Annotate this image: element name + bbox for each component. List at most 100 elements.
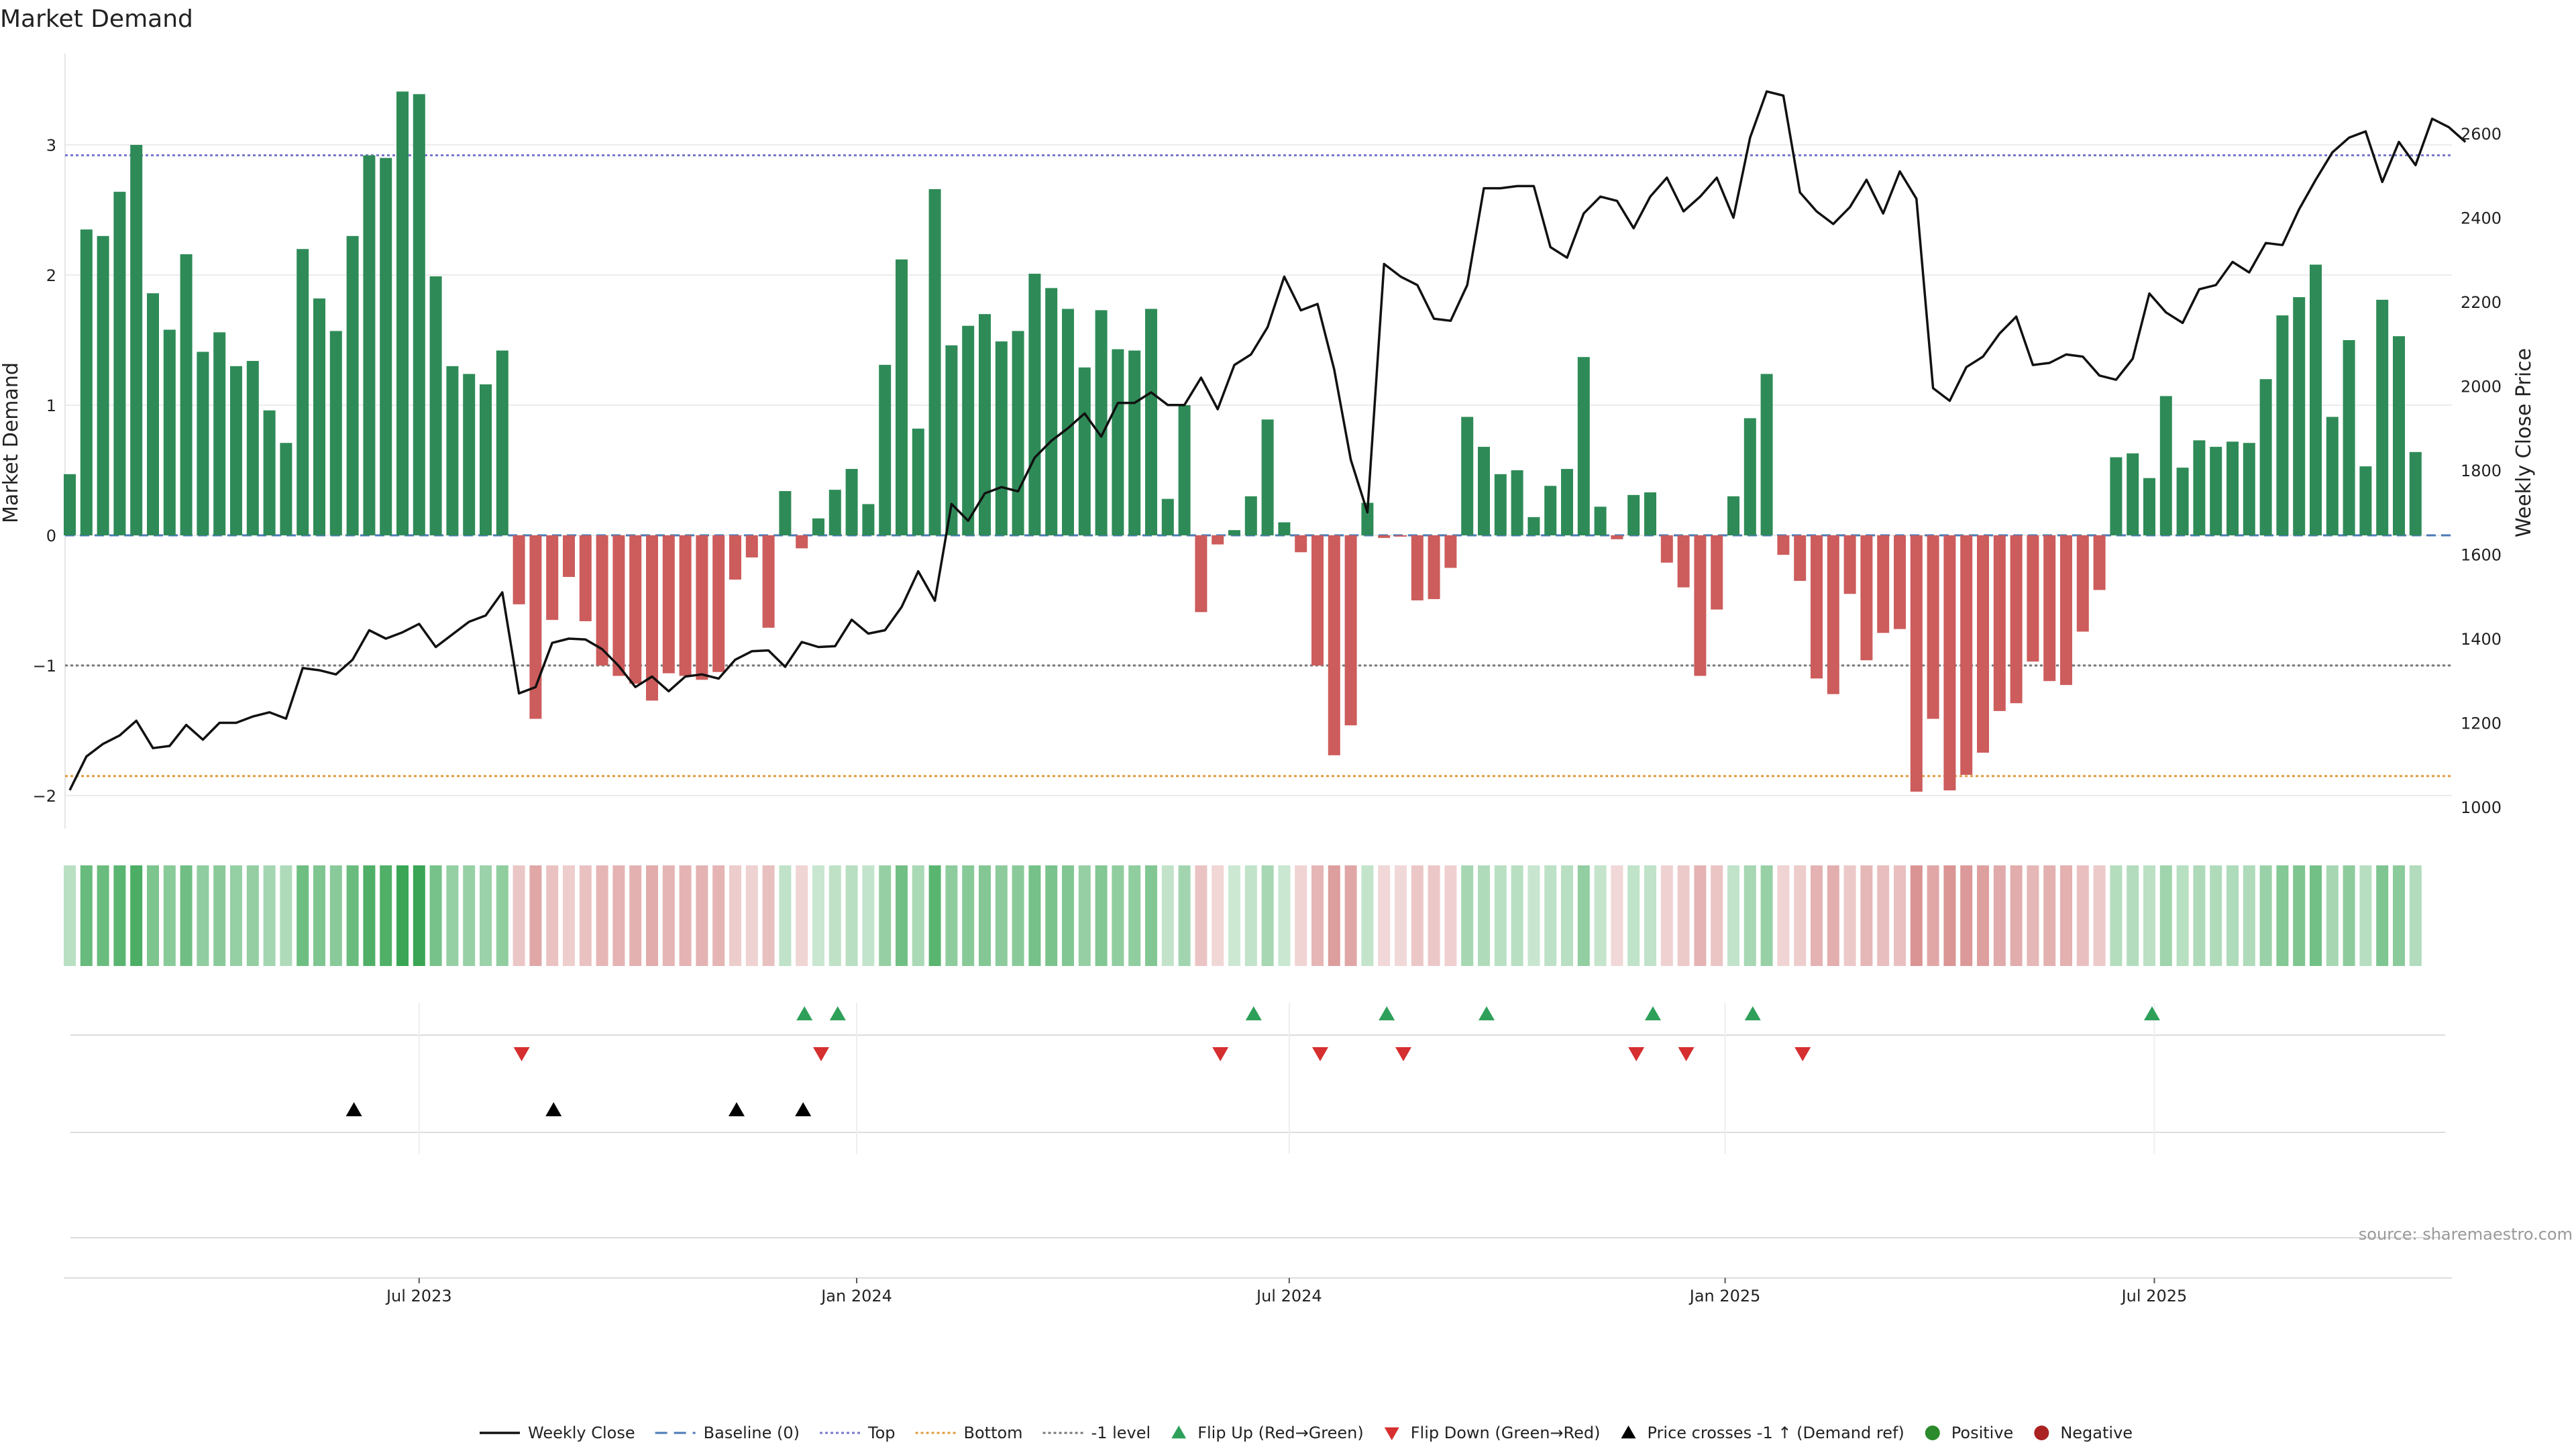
heat-cell xyxy=(263,865,276,966)
heat-cell xyxy=(1161,865,1174,966)
heat-cell xyxy=(463,865,476,966)
flip-down-marker xyxy=(1212,1047,1229,1061)
demand-bar xyxy=(280,443,292,535)
demand-bars xyxy=(64,91,2422,792)
heat-cell xyxy=(2143,865,2155,966)
heat-cell xyxy=(1062,865,1074,966)
heat-cell xyxy=(1295,865,1307,966)
demand-bar xyxy=(2226,441,2239,535)
demand-bar xyxy=(828,490,841,535)
heat-cell xyxy=(197,865,209,966)
demand-bar xyxy=(2193,440,2206,535)
legend-swatch-triangle xyxy=(1621,1426,1636,1439)
heat-cell xyxy=(2076,865,2089,966)
demand-bar xyxy=(2343,340,2355,535)
heat-cell xyxy=(2393,865,2405,966)
demand-bar xyxy=(230,366,242,535)
demand-bar xyxy=(2259,379,2272,535)
demand-bar xyxy=(1378,535,1391,538)
legend-swatch-circle xyxy=(2034,1426,2049,1440)
demand-bar xyxy=(380,158,392,535)
demand-bar xyxy=(1228,530,1240,535)
demand-bar xyxy=(1594,506,1607,535)
heat-cell xyxy=(80,865,93,966)
demand-bar xyxy=(596,535,608,665)
demand-bar xyxy=(163,329,176,535)
heat-cell xyxy=(1428,865,1440,966)
flip-up-marker xyxy=(1245,1006,1262,1020)
demand-bar xyxy=(329,331,342,535)
heat-cell xyxy=(1395,865,1407,966)
demand-bar xyxy=(2310,264,2322,535)
demand-bar xyxy=(1278,522,1291,535)
demand-bar xyxy=(563,535,575,578)
demand-bar xyxy=(496,350,508,535)
demand-bar xyxy=(1112,349,1124,535)
demand-bar xyxy=(729,535,741,580)
heat-cell xyxy=(1078,865,1091,966)
heat-cell xyxy=(363,865,376,966)
demand-bar xyxy=(2326,417,2339,535)
heat-cell xyxy=(2259,865,2272,966)
heat-cell xyxy=(1594,865,1607,966)
demand-bar xyxy=(1078,367,1091,535)
legend-item: Negative xyxy=(2034,1424,2133,1442)
demand-bar xyxy=(1827,535,1839,694)
heat-cell xyxy=(1527,865,1540,966)
demand-bar xyxy=(2243,443,2255,535)
heat-cell xyxy=(297,865,309,966)
demand-bar xyxy=(1261,419,1274,535)
demand-bar xyxy=(2359,466,2372,535)
demand-bar xyxy=(696,535,708,680)
heat-cell xyxy=(563,865,575,966)
heat-cell xyxy=(845,865,858,966)
heat-cell xyxy=(896,865,908,966)
flip-down-marker xyxy=(513,1047,530,1061)
heat-cell xyxy=(446,865,459,966)
chart-title: Market Demand xyxy=(0,5,193,33)
demand-bar xyxy=(812,518,824,535)
y2-tick-label: 1200 xyxy=(2461,714,2502,733)
heat-cell xyxy=(2359,865,2372,966)
flip-down-marker xyxy=(1628,1047,1645,1061)
heat-cell xyxy=(1045,865,1058,966)
legend-label: Positive xyxy=(1951,1424,2014,1442)
heat-cell xyxy=(529,865,542,966)
heat-cell xyxy=(380,865,392,966)
heat-cell xyxy=(1927,865,1939,966)
y2-tick-label: 2400 xyxy=(2461,209,2502,228)
heat-cell xyxy=(1943,865,1956,966)
heat-cell xyxy=(1794,865,1807,966)
demand-bar xyxy=(796,535,808,549)
demand-bar xyxy=(912,428,924,535)
legend-item: Bottom xyxy=(915,1424,1023,1442)
demand-bar xyxy=(2210,447,2222,535)
demand-bar xyxy=(1527,517,1540,535)
demand-bar xyxy=(313,298,325,535)
legend-swatch-triangle xyxy=(1171,1426,1187,1439)
demand-bar xyxy=(1811,535,1823,679)
heat-cell xyxy=(1511,865,1523,966)
heat-cell xyxy=(1627,865,1640,966)
heat-cell xyxy=(1261,865,1274,966)
legend-label: -1 level xyxy=(1091,1424,1151,1442)
heat-cell xyxy=(2093,865,2106,966)
demand-bar xyxy=(446,366,459,535)
demand-bar xyxy=(1444,535,1457,568)
heat-cell xyxy=(2193,865,2206,966)
heat-cell xyxy=(662,865,675,966)
heat-cell xyxy=(1811,865,1823,966)
demand-bar xyxy=(429,276,442,535)
demand-bar xyxy=(712,535,725,672)
heat-cell xyxy=(912,865,924,966)
legend-swatch-circle xyxy=(1925,1426,1940,1440)
heat-cell xyxy=(2326,865,2339,966)
weekly-close-line-group xyxy=(68,90,2467,791)
heat-cell xyxy=(2276,865,2289,966)
demand-bar xyxy=(762,535,775,628)
heat-cell xyxy=(1095,865,1108,966)
heat-cell xyxy=(2243,865,2255,966)
legend-label: Negative xyxy=(2060,1424,2133,1442)
heat-cell xyxy=(1278,865,1291,966)
demand-bar xyxy=(2043,535,2056,682)
